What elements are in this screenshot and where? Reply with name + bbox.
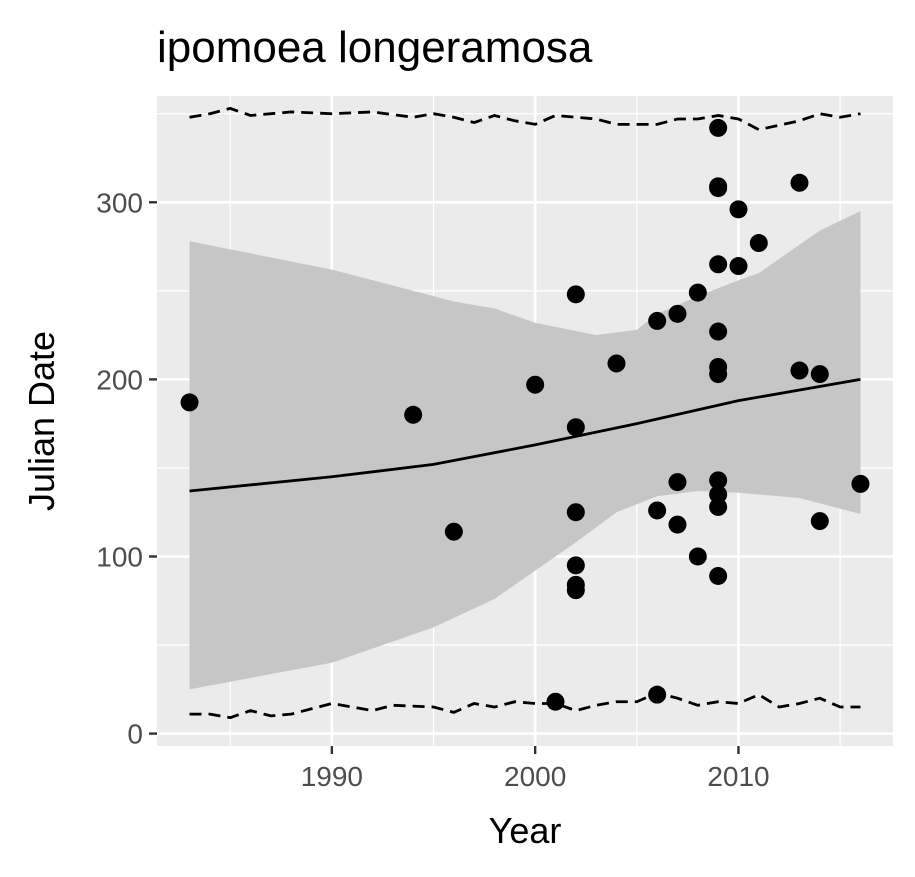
y-axis-title: Julian Date xyxy=(21,331,62,511)
data-point xyxy=(444,522,463,541)
data-point xyxy=(709,365,728,384)
data-point xyxy=(688,283,707,302)
data-point xyxy=(729,200,748,219)
quantile-lines-layer xyxy=(189,106,861,720)
data-point xyxy=(566,418,585,437)
data-point xyxy=(709,497,728,516)
x-tick-label: 2010 xyxy=(707,761,769,792)
data-points xyxy=(180,118,870,711)
data-point xyxy=(729,257,748,276)
data-point xyxy=(648,685,667,704)
data-point xyxy=(668,304,687,323)
x-tick-label: 2000 xyxy=(504,761,566,792)
data-point xyxy=(810,365,829,384)
data-point xyxy=(566,285,585,304)
data-point xyxy=(709,322,728,341)
axes: 0 100 200 300 1990 2000 2010 xyxy=(96,187,769,792)
data-point xyxy=(851,474,870,493)
y-tick-label: 0 xyxy=(127,719,143,750)
x-axis-title: Year xyxy=(489,810,562,851)
data-point xyxy=(709,118,728,137)
x-tick-label: 1990 xyxy=(301,761,363,792)
confidence-band-layer xyxy=(189,211,861,690)
data-point xyxy=(668,515,687,534)
data-point xyxy=(709,255,728,274)
y-tick-label: 100 xyxy=(96,541,143,572)
data-point xyxy=(709,471,728,490)
data-point xyxy=(668,473,687,492)
data-point xyxy=(709,566,728,585)
data-point xyxy=(607,354,626,373)
trend-line xyxy=(189,377,861,493)
data-point xyxy=(749,234,768,253)
data-point xyxy=(810,512,829,531)
data-point xyxy=(566,503,585,522)
data-point xyxy=(648,311,667,330)
lower-quantile-line xyxy=(189,691,861,720)
upper-quantile-line xyxy=(189,106,861,132)
trend-line-layer xyxy=(189,377,861,493)
y-tick-label: 200 xyxy=(96,364,143,395)
data-point xyxy=(709,485,728,504)
confidence-band xyxy=(189,211,861,690)
data-point xyxy=(566,556,585,575)
data-point xyxy=(790,173,809,192)
data-point xyxy=(526,375,545,394)
data-point xyxy=(648,501,667,520)
chart-title: ipomoea longeramosa xyxy=(157,23,593,72)
data-point xyxy=(709,179,728,198)
data-point xyxy=(546,692,565,711)
data-point xyxy=(180,393,199,412)
y-tick-label: 300 xyxy=(96,187,143,218)
data-point xyxy=(404,405,423,424)
data-point xyxy=(566,581,585,600)
data-point xyxy=(790,361,809,380)
data-point xyxy=(688,547,707,566)
